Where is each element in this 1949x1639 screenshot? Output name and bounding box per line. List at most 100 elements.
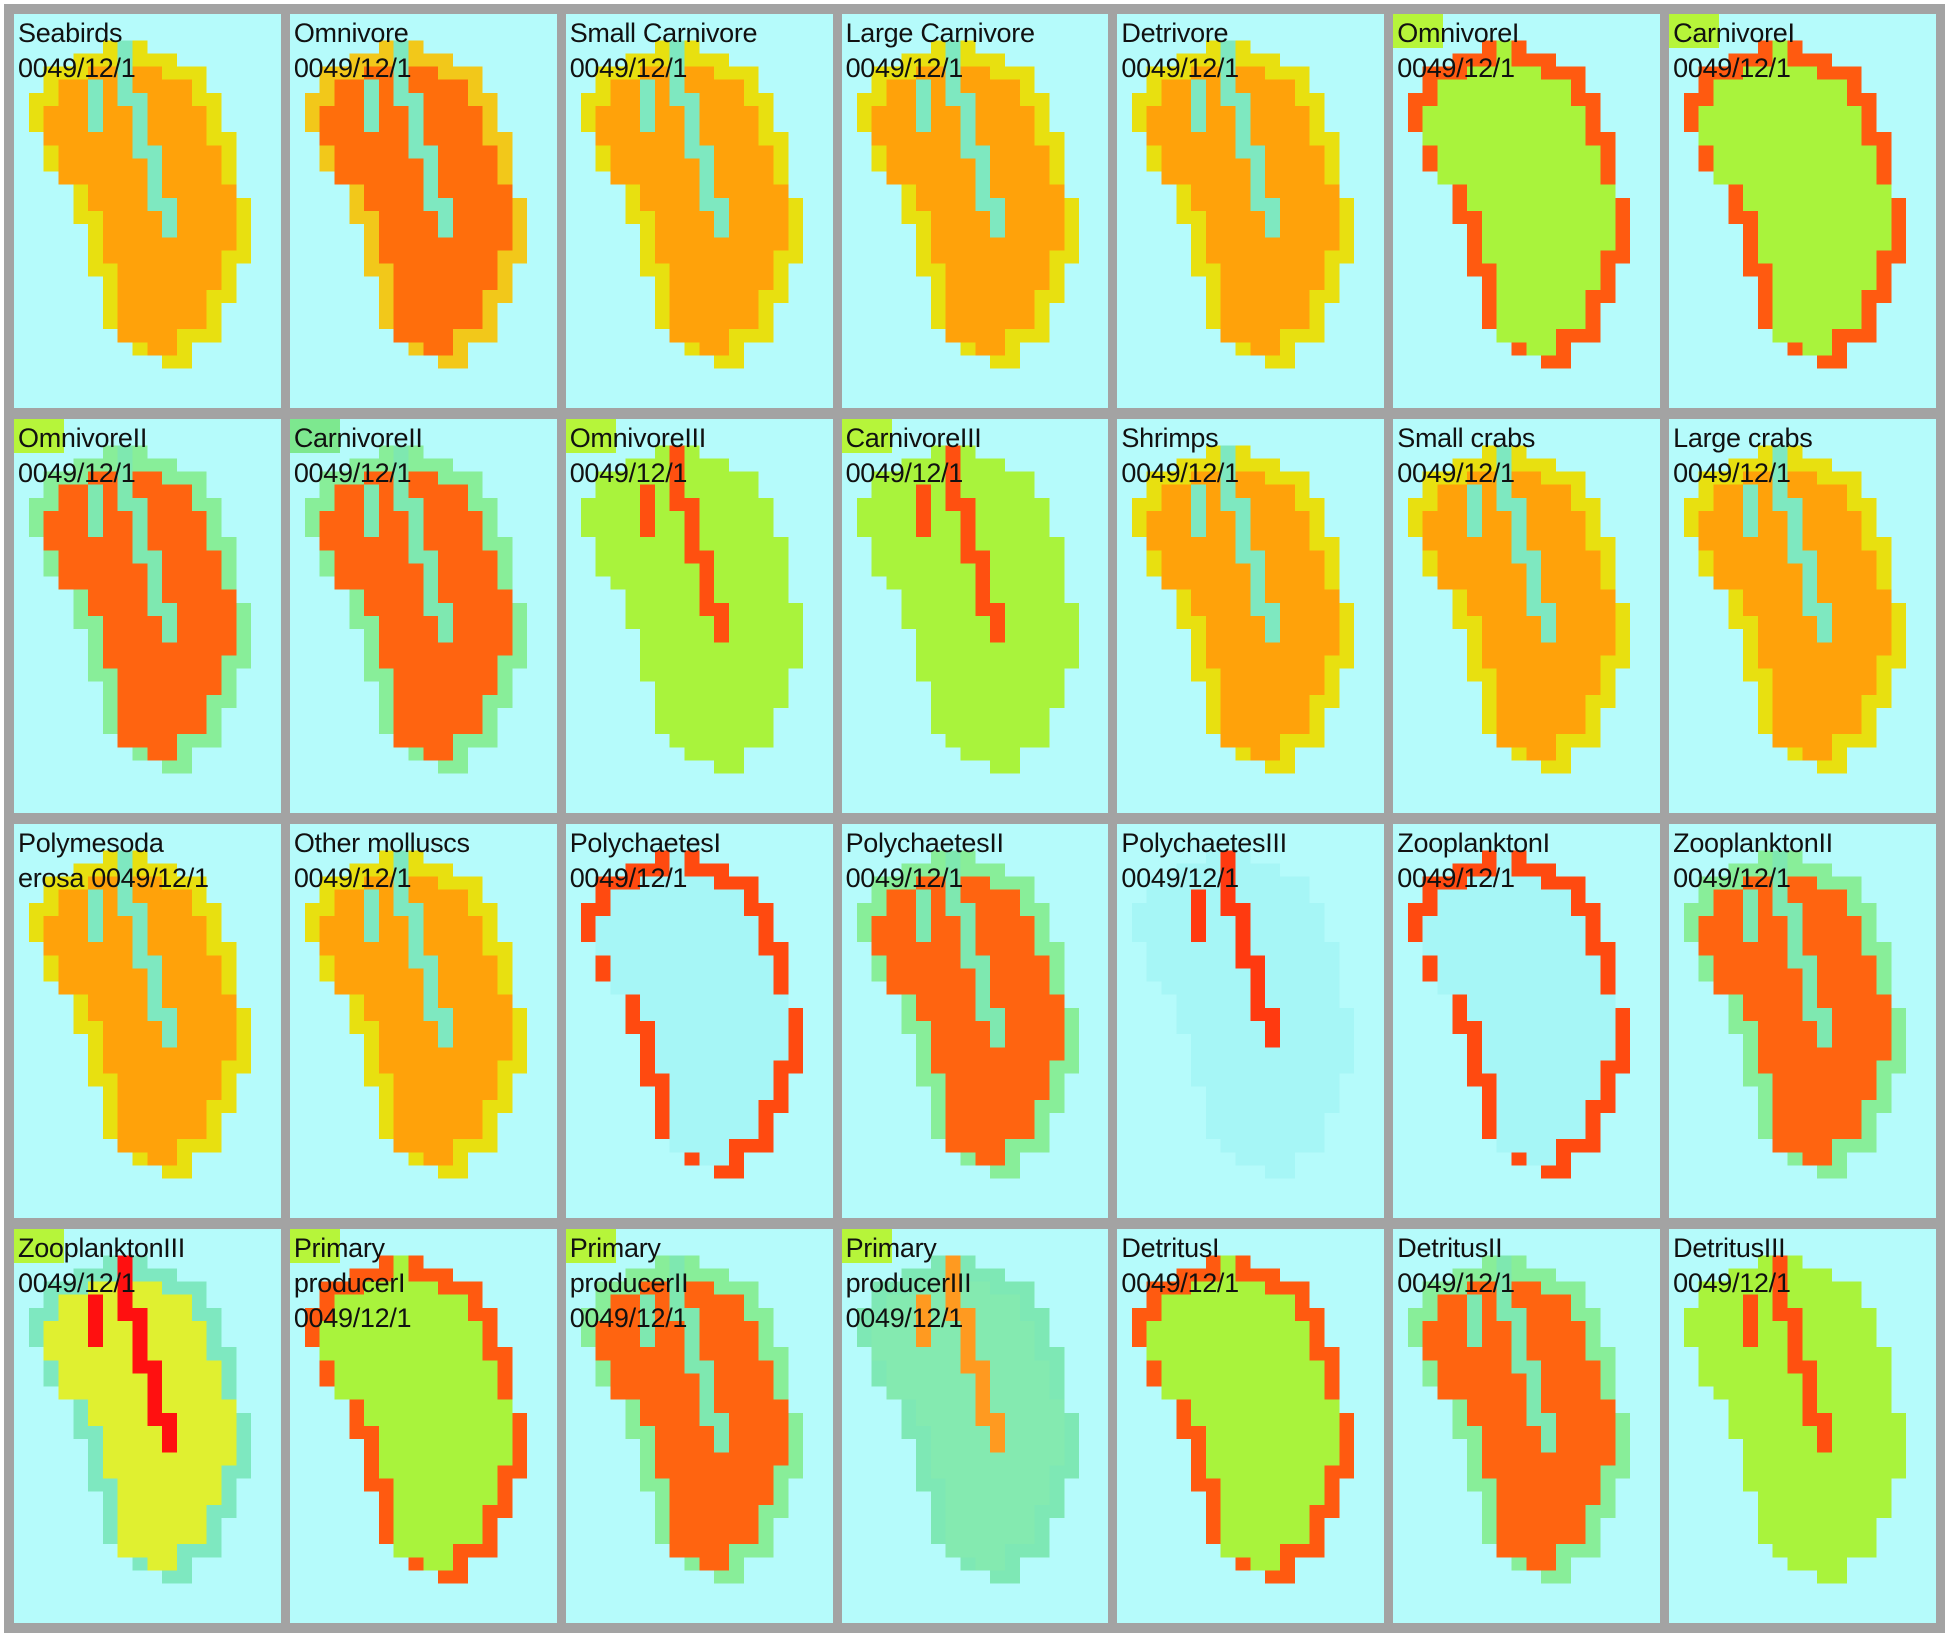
group-name: PolychaetesIII <box>1121 828 1287 858</box>
map-channel <box>1772 850 1833 1048</box>
group-name: OmnivoreI <box>1397 18 1520 48</box>
distribution-map <box>28 1255 252 1584</box>
map-channel <box>117 850 178 1048</box>
map-channel <box>1497 40 1557 238</box>
panel-label: OmnivoreII 0049/12/1 <box>18 421 277 491</box>
panel-label: CarnivoreI 0049/12/1 <box>1673 16 1932 86</box>
panel-date: 0049/12/1 <box>1121 458 1239 488</box>
panel-date: 0049/12/1 <box>1121 53 1239 83</box>
map-panel: CarnivoreI 0049/12/1 <box>1669 14 1936 408</box>
legend-swatch <box>289 1229 340 1263</box>
map-channel-branch <box>1191 1294 1207 1348</box>
panel-label: CarnivoreIII 0049/12/1 <box>846 421 1105 491</box>
legend-swatch <box>841 419 892 453</box>
map-panel: CarnivoreII 0049/12/1 <box>289 419 557 813</box>
map-channel <box>669 40 729 238</box>
map-channel-branch <box>1191 484 1207 538</box>
map-panel: ZooplanktonIII 0049/12/1 <box>14 1229 281 1623</box>
group-name: DetritusI <box>1121 1233 1220 1263</box>
group-name: PolychaetesI <box>569 828 721 858</box>
map-channel <box>945 1255 1005 1453</box>
map-panel: DetritusIII 0049/12/1 <box>1669 1229 1936 1623</box>
panel-date: 0049/12/1 <box>1397 458 1515 488</box>
panel-date: erosa 0049/12/1 <box>18 863 209 893</box>
panel-date: 0049/12/1 <box>569 458 688 488</box>
map-channel-branch <box>364 79 379 133</box>
map-channel <box>669 850 729 1048</box>
map-channel-branch <box>915 1294 931 1348</box>
map-channel <box>117 1255 178 1453</box>
map-channel-branch <box>1467 1294 1483 1348</box>
map-panel: Small Carnivore 0049/12/1 <box>565 14 833 408</box>
group-name: Detrivore <box>1121 18 1229 48</box>
legend-swatch <box>289 419 340 453</box>
panel-label: Small crabs 0049/12/1 <box>1397 421 1656 491</box>
map-panel: ZooplanktonI 0049/12/1 <box>1393 824 1661 1218</box>
group-name: DetritusII <box>1397 1233 1503 1263</box>
panel-date: 0049/12/1 <box>293 53 412 83</box>
map-panel: OmnivoreI 0049/12/1 <box>1393 14 1661 408</box>
map-channel-branch <box>88 79 103 133</box>
distribution-map <box>856 40 1079 369</box>
distribution-map <box>28 850 252 1179</box>
map-panel: Primary producerIII 0049/12/1 <box>841 1229 1109 1623</box>
distribution-map <box>304 1255 528 1584</box>
map-panel: Detrivore 0049/12/1 <box>1117 14 1385 408</box>
distribution-map <box>580 40 803 369</box>
panel-label: PolychaetesII 0049/12/1 <box>846 826 1105 896</box>
map-panel: OmnivoreIII 0049/12/1 <box>565 419 833 813</box>
distribution-map <box>856 1255 1079 1584</box>
distribution-map <box>304 850 528 1179</box>
legend-swatch <box>1393 14 1444 48</box>
map-channel <box>945 850 1005 1048</box>
map-channel-branch <box>1467 889 1483 943</box>
distribution-map <box>1132 1255 1355 1584</box>
panel-label: Small Carnivore 0049/12/1 <box>570 16 829 86</box>
map-channel-branch <box>1743 484 1759 538</box>
panel-date: 0049/12/1 <box>1673 863 1791 893</box>
panel-date: 0049/12/1 <box>1673 53 1791 83</box>
group-name: CarnivoreIII <box>845 423 982 453</box>
panel-label: DetritusII 0049/12/1 <box>1397 1231 1656 1301</box>
map-channel <box>117 445 178 643</box>
panel-label: DetritusI 0049/12/1 <box>1121 1231 1380 1301</box>
map-channel-branch <box>1191 79 1207 133</box>
map-channel <box>1221 850 1281 1048</box>
distribution-map <box>1132 445 1355 774</box>
group-name: Shrimps <box>1121 423 1219 453</box>
legend-swatch <box>14 1229 64 1263</box>
group-name: PolychaetesII <box>845 828 1005 858</box>
map-channel <box>1497 850 1557 1048</box>
map-channel <box>117 40 178 238</box>
map-channel-branch <box>1743 79 1759 133</box>
panel-label: DetritusIII 0049/12/1 <box>1673 1231 1932 1301</box>
map-panel: Seabirds 0049/12/1 <box>14 14 281 408</box>
panel-date: 0049/12/1 <box>1397 863 1515 893</box>
distribution-map <box>856 850 1079 1179</box>
distribution-map <box>1408 850 1631 1179</box>
panel-date: 0049/12/1 <box>293 863 412 893</box>
map-panel: Primary producerI 0049/12/1 <box>289 1229 557 1623</box>
map-channel-branch <box>1467 484 1483 538</box>
map-channel <box>1221 40 1281 238</box>
panel-label: Seabirds 0049/12/1 <box>18 16 277 86</box>
panel-label: PolychaetesIII 0049/12/1 <box>1121 826 1380 896</box>
panel-label: Other molluscs 0049/12/1 <box>294 826 553 896</box>
panel-date: 0049/12/1 <box>1673 1268 1791 1298</box>
panel-date: 0049/12/1 <box>1121 1268 1239 1298</box>
panel-label: Primary producerIII 0049/12/1 <box>846 1231 1105 1336</box>
distribution-map <box>1408 445 1631 774</box>
map-channel <box>1497 1255 1557 1453</box>
map-panel: OmnivoreII 0049/12/1 <box>14 419 281 813</box>
group-name: OmnivoreIII <box>569 423 707 453</box>
distribution-map <box>28 445 252 774</box>
map-channel-branch <box>639 79 655 133</box>
map-panel: Omnivore 0049/12/1 <box>289 14 557 408</box>
distribution-map <box>1408 40 1631 369</box>
map-channel <box>1497 445 1557 643</box>
map-panel: PolychaetesII 0049/12/1 <box>841 824 1109 1218</box>
group-name: Polymesoda <box>18 828 164 858</box>
panel-date: 0049/12/1 <box>845 863 964 893</box>
panel-date: 0049/12/1 <box>845 458 964 488</box>
distribution-map <box>580 445 803 774</box>
